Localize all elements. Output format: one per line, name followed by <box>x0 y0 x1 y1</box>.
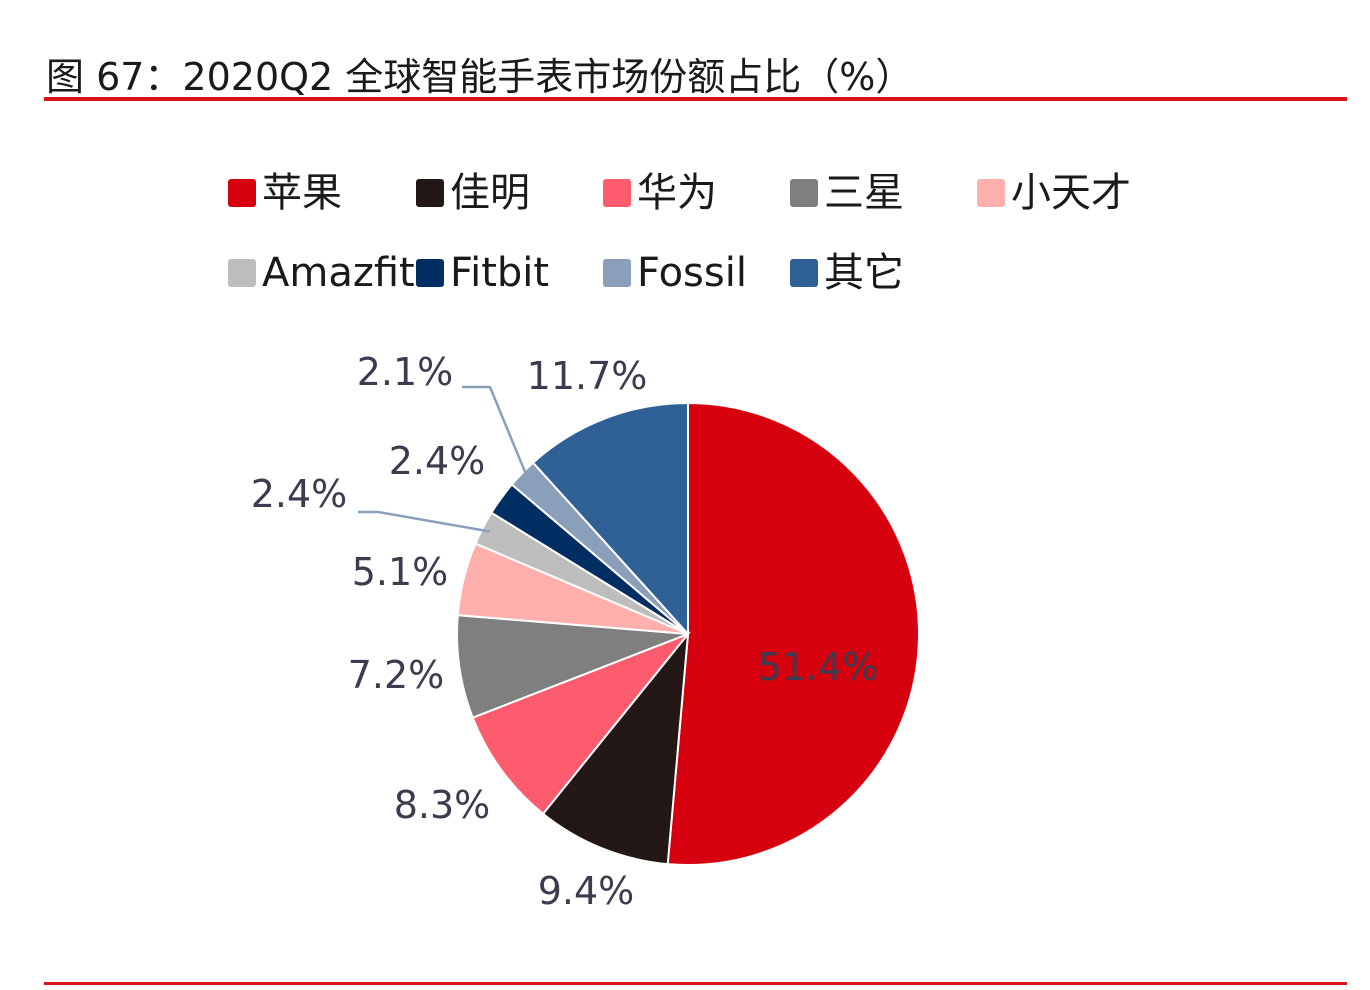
legend-item: 三星 <box>790 171 904 215</box>
legend-item: 佳明 <box>416 171 530 215</box>
legend-item: Amazfit <box>228 251 415 295</box>
data-label: 9.4% <box>538 869 635 913</box>
legend-swatch <box>228 179 256 207</box>
legend-swatch <box>416 259 444 287</box>
leader-line <box>358 510 491 533</box>
data-label: 2.4% <box>251 472 348 516</box>
pie-slice <box>541 630 690 866</box>
legend-swatch <box>603 179 631 207</box>
pie-slice <box>666 401 920 866</box>
legend-swatch <box>228 259 256 287</box>
legend-swatch <box>416 179 444 207</box>
legend-item: 其它 <box>790 251 904 295</box>
legend-label: 其它 <box>824 250 904 296</box>
legend-label: 小天才 <box>1011 170 1131 216</box>
footer-rule <box>44 982 1347 985</box>
legend-item: 苹果 <box>228 171 342 215</box>
legend-swatch <box>790 259 818 287</box>
legend-item: 小天才 <box>977 171 1131 215</box>
legend-swatch <box>603 259 631 287</box>
legend-swatch <box>977 179 1005 207</box>
pie-slice <box>471 631 692 816</box>
legend-label: 佳明 <box>450 170 530 216</box>
title-rule <box>44 97 1347 101</box>
legend-item: Fitbit <box>416 251 549 295</box>
data-label: 2.4% <box>389 439 486 483</box>
leader-line <box>462 385 530 480</box>
data-label: 11.7% <box>527 354 648 398</box>
figure-title: 图 67：2020Q2 全球智能手表市场份额占比（%） <box>46 55 914 99</box>
pie-slice <box>531 401 689 637</box>
data-label: 2.1% <box>357 350 454 394</box>
pie-slice <box>456 614 689 719</box>
legend-label: 华为 <box>637 170 717 216</box>
legend-label: Fitbit <box>450 250 550 296</box>
data-label: 8.3% <box>394 783 491 827</box>
data-label: 7.2% <box>348 653 445 697</box>
data-label: 5.1% <box>352 550 449 594</box>
legend-label: Amazfit <box>262 250 415 296</box>
legend-label: 苹果 <box>262 170 342 216</box>
legend-item: Fossil <box>603 251 747 295</box>
legend-swatch <box>790 179 818 207</box>
legend-label: 三星 <box>824 170 904 216</box>
legend-item: 华为 <box>603 171 717 215</box>
data-label: 51.4% <box>758 645 879 689</box>
legend-label: Fossil <box>637 250 747 296</box>
